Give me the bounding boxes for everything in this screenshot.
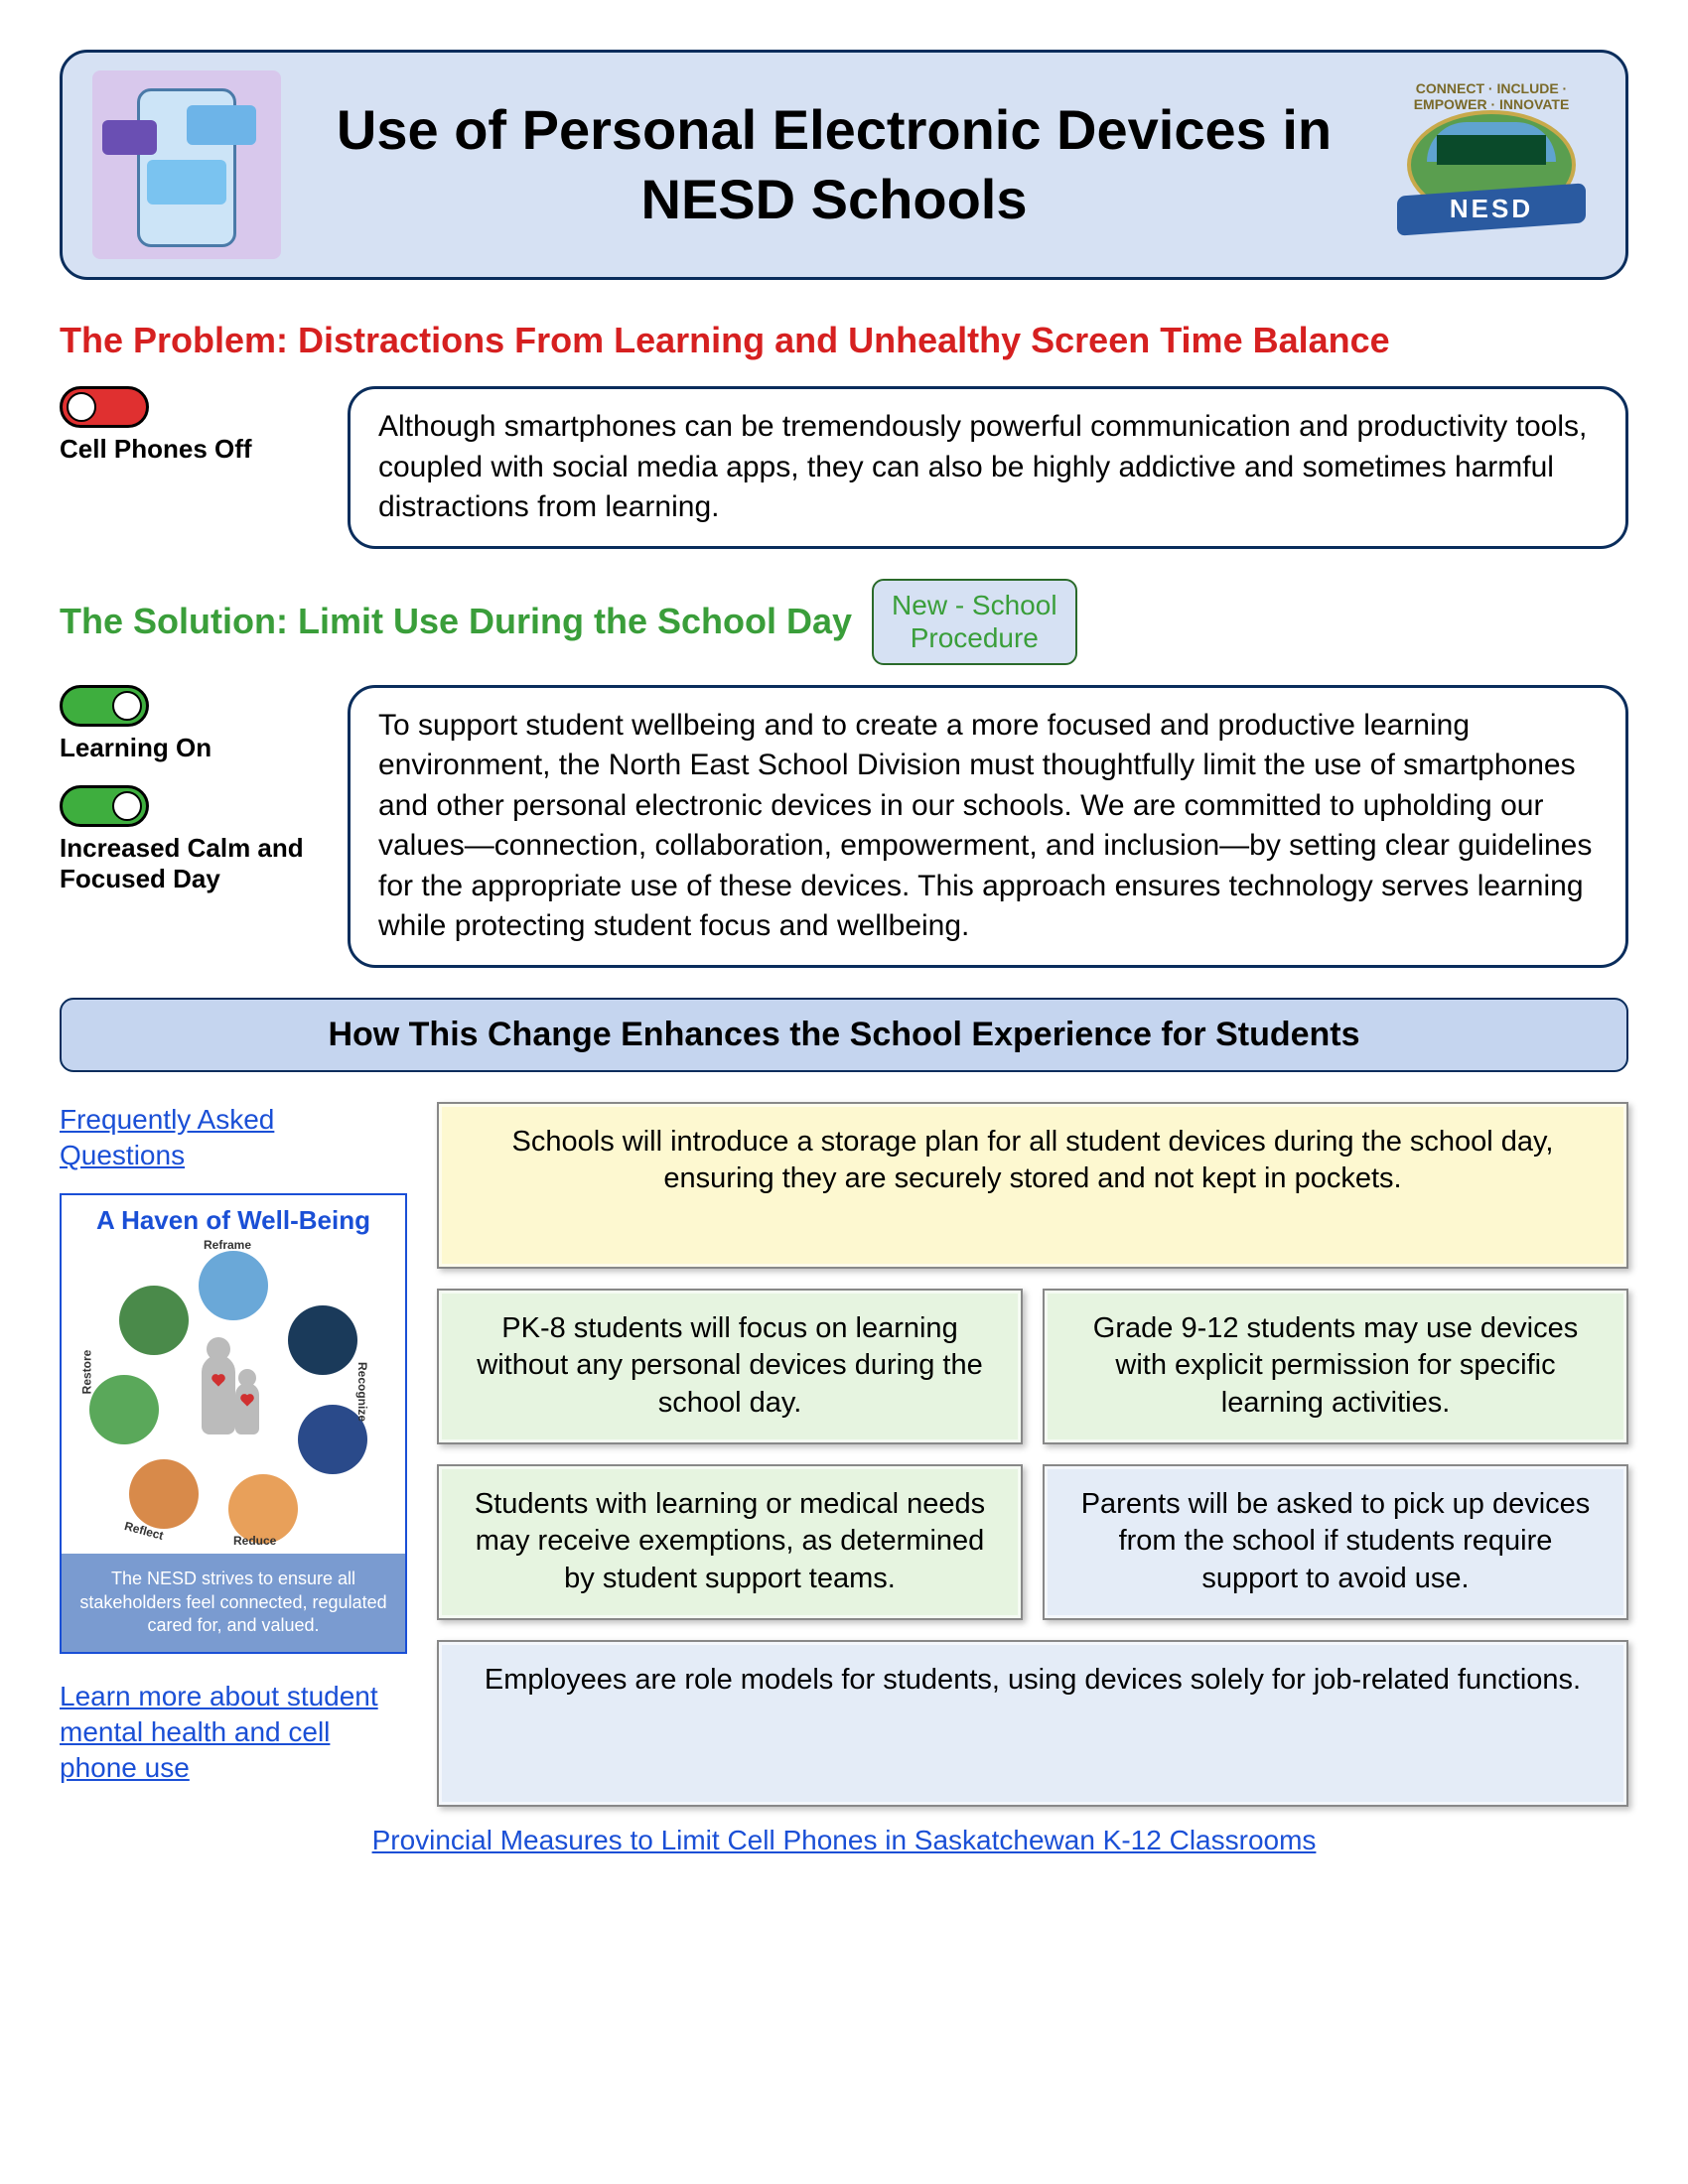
toggle-calm-label: Increased Calm and Focused Day (60, 833, 318, 894)
toggle-learning-on-icon (60, 685, 149, 727)
solution-heading-row: The Solution: Limit Use During the Schoo… (60, 579, 1628, 665)
mental-health-link[interactable]: Learn more about student mental health a… (60, 1679, 407, 1787)
page-title: Use of Personal Electronic Devices in NE… (311, 95, 1357, 234)
toggle-off-label: Cell Phones Off (60, 434, 318, 465)
enhance-banner: How This Change Enhances the School Expe… (60, 998, 1628, 1072)
card-pk8: PK-8 students will focus on learning wit… (437, 1289, 1023, 1444)
wellbeing-circle-icon: Reframe Recognize Reduce Reflect Restore (84, 1246, 382, 1544)
cards-grid: Schools will introduce a storage plan fo… (437, 1102, 1628, 1807)
solution-heading: The Solution: Limit Use During the Schoo… (60, 601, 852, 642)
left-column: Frequently Asked Questions A Haven of We… (60, 1102, 407, 1807)
provincial-measures-link[interactable]: Provincial Measures to Limit Cell Phones… (372, 1825, 1317, 1855)
solution-body: To support student wellbeing and to crea… (348, 685, 1628, 968)
solution-toggle-col: Learning On Increased Calm and Focused D… (60, 685, 318, 917)
phone-chat-icon (92, 70, 281, 259)
problem-row: Cell Phones Off Although smartphones can… (60, 386, 1628, 549)
toggle-learning-label: Learning On (60, 733, 318, 763)
wellbeing-caption: The NESD strives to ensure all stakehold… (62, 1554, 405, 1651)
card-exemptions: Students with learning or medical needs … (437, 1464, 1023, 1620)
toggle-off-icon (60, 386, 149, 428)
solution-row: Learning On Increased Calm and Focused D… (60, 685, 1628, 968)
footer-link-row: Provincial Measures to Limit Cell Phones… (60, 1825, 1628, 1856)
card-g912: Grade 9-12 students may use devices with… (1043, 1289, 1628, 1444)
bottom-section: Frequently Asked Questions A Haven of We… (60, 1102, 1628, 1807)
problem-toggle-col: Cell Phones Off (60, 386, 318, 486)
card-employees: Employees are role models for students, … (437, 1640, 1628, 1807)
card-parents: Parents will be asked to pick up devices… (1043, 1464, 1628, 1620)
wellbeing-card: A Haven of Well-Being Reframe Recognize … (60, 1193, 407, 1653)
header-banner: Use of Personal Electronic Devices in NE… (60, 50, 1628, 280)
problem-body: Although smartphones can be tremendously… (348, 386, 1628, 549)
new-procedure-badge[interactable]: New - School Procedure (872, 579, 1077, 665)
nesd-logo: CONNECT · INCLUDE · EMPOWER · INNOVATE N… (1387, 80, 1596, 249)
toggle-calm-on-icon (60, 785, 149, 827)
problem-heading: The Problem: Distractions From Learning … (60, 320, 1628, 361)
faq-link[interactable]: Frequently Asked Questions (60, 1102, 407, 1174)
card-storage: Schools will introduce a storage plan fo… (437, 1102, 1628, 1269)
